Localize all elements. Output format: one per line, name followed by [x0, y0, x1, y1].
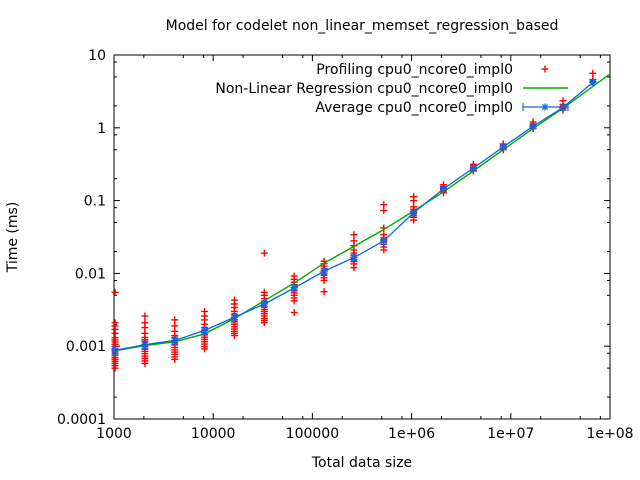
average-line: [114, 81, 594, 351]
y-tick-label: 10: [88, 48, 106, 64]
average-point: [261, 300, 268, 308]
legend-label-average: Average cpu0_ncore0_impl0: [315, 100, 513, 116]
average-point: [171, 337, 178, 344]
legend-label-profiling: Profiling cpu0_ncore0_impl0: [316, 62, 513, 78]
average-point: [559, 104, 566, 111]
x-tick-label: 10000: [191, 426, 236, 442]
legend-label-regression: Non-Linear Regression cpu0_ncore0_impl0: [215, 81, 513, 97]
x-tick-label: 1e+06: [388, 426, 435, 442]
legend-sample-average-marker: [541, 103, 549, 111]
y-tick-label: 0.0001: [57, 412, 106, 428]
average-point: [291, 284, 298, 292]
data-series-layer: [111, 69, 611, 372]
average-point: [470, 165, 477, 172]
average-point: [201, 327, 208, 334]
average-point: [321, 268, 328, 275]
average-point: [231, 314, 238, 321]
average-point: [380, 237, 387, 244]
y-axis-label: Time (ms): [5, 202, 21, 274]
average-point: [530, 123, 537, 130]
average-point: [350, 254, 357, 261]
y-tick-label: 1: [97, 121, 106, 137]
average-point: [111, 347, 119, 354]
average-point: [410, 209, 417, 216]
y-tick-label: 0.1: [84, 194, 106, 210]
x-tick-label: 1e+08: [586, 426, 633, 442]
average-point: [440, 185, 447, 192]
plot-border: [113, 54, 611, 420]
average-point: [500, 143, 507, 151]
legend: Profiling cpu0_ncore0_impl0 Non-Linear R…: [215, 62, 569, 116]
regression-line: [113, 73, 611, 352]
x-tick-label: 1e+07: [487, 426, 534, 442]
series-average: [111, 78, 597, 356]
x-tick-label: 1000: [96, 426, 132, 442]
average-point: [589, 79, 596, 86]
series-regression: [113, 73, 611, 352]
y-tick-label: 0.001: [66, 339, 106, 355]
chart-title: Model for codelet non_linear_memset_regr…: [166, 18, 559, 34]
x-tick-label: 100000: [286, 426, 339, 442]
average-point: [141, 341, 148, 348]
y-tick-label: 0.01: [75, 266, 106, 282]
axes-and-ticks: 1000 10000 100000 1e+06 1e+07 1e+08 0.0001 0.00…: [57, 48, 634, 442]
x-axis-label: Total data size: [311, 455, 412, 471]
